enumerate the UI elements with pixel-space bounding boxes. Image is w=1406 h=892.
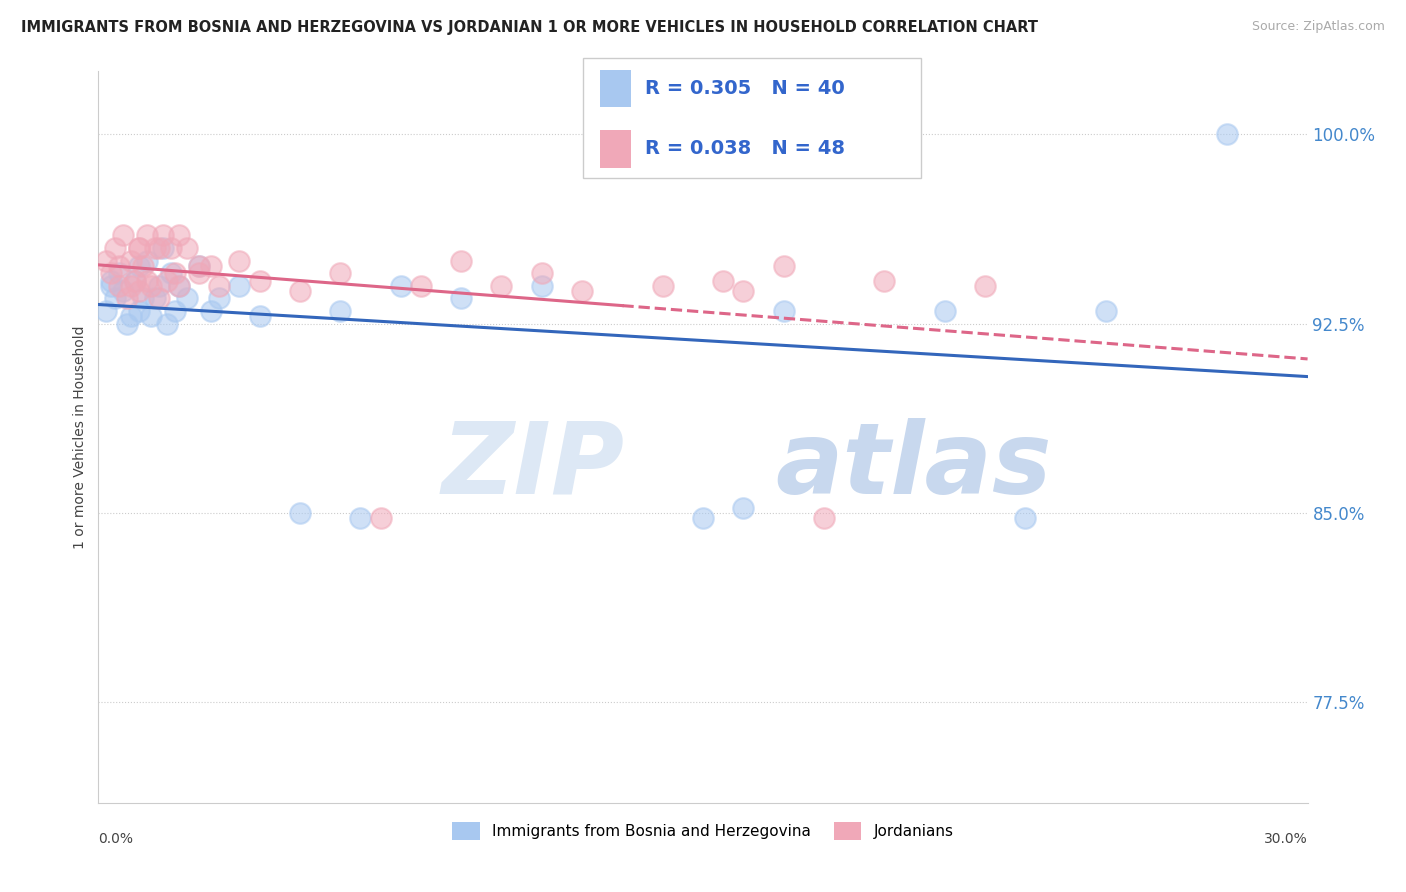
Point [128, 259, 150, 273]
Point [188, 259, 211, 273]
Point [772, 304, 794, 318]
Point [96, 253, 118, 268]
Point [208, 291, 231, 305]
Point [156, 317, 179, 331]
Point [152, 241, 174, 255]
Point [163, 304, 186, 318]
Point [160, 266, 183, 280]
Point [132, 291, 155, 305]
Point [1014, 510, 1036, 524]
Point [873, 274, 896, 288]
Text: R = 0.305   N = 40: R = 0.305 N = 40 [645, 78, 845, 98]
Point [200, 304, 222, 318]
Point [389, 278, 412, 293]
Point [167, 278, 190, 293]
Point [163, 266, 186, 280]
Legend: Immigrants from Bosnia and Herzegovina, Jordanians: Immigrants from Bosnia and Herzegovina, … [446, 815, 960, 847]
Point [128, 241, 150, 255]
Point [148, 278, 170, 293]
Point [571, 284, 593, 298]
Point [329, 266, 352, 280]
Point [934, 304, 956, 318]
Point [160, 241, 183, 255]
Point [139, 278, 162, 293]
Point [188, 259, 211, 273]
Point [120, 278, 142, 293]
Point [692, 510, 714, 524]
Point [370, 510, 392, 524]
Point [115, 317, 138, 331]
Point [128, 304, 150, 318]
Point [813, 510, 835, 524]
Point [139, 309, 162, 323]
Point [135, 274, 157, 288]
Point [124, 274, 146, 288]
Point [349, 510, 371, 524]
Point [228, 253, 250, 268]
Point [491, 278, 513, 293]
Point [156, 274, 179, 288]
Point [100, 278, 122, 293]
Point [128, 241, 150, 255]
Point [115, 291, 138, 305]
Point [143, 241, 166, 255]
Point [148, 291, 170, 305]
Point [120, 309, 142, 323]
Text: ZIP: ZIP [441, 417, 624, 515]
Point [111, 284, 134, 298]
Point [188, 266, 211, 280]
Point [329, 304, 352, 318]
Text: Source: ZipAtlas.com: Source: ZipAtlas.com [1251, 20, 1385, 33]
Point [288, 284, 311, 298]
Text: IMMIGRANTS FROM BOSNIA AND HERZEGOVINA VS JORDANIAN 1 OR MORE VEHICLES IN HOUSEH: IMMIGRANTS FROM BOSNIA AND HERZEGOVINA V… [21, 20, 1038, 35]
Point [100, 274, 122, 288]
Point [176, 291, 198, 305]
Point [772, 259, 794, 273]
Point [249, 274, 271, 288]
Point [103, 291, 125, 305]
Point [409, 278, 432, 293]
Point [733, 500, 755, 515]
Point [450, 253, 472, 268]
Text: R = 0.038   N = 48: R = 0.038 N = 48 [645, 139, 845, 159]
Text: 0.0%: 0.0% [98, 832, 134, 846]
Point [200, 259, 222, 273]
Point [111, 228, 134, 243]
Point [288, 506, 311, 520]
Point [1095, 304, 1118, 318]
Point [107, 266, 129, 280]
Point [651, 278, 673, 293]
Point [96, 304, 118, 318]
Point [530, 266, 553, 280]
Point [249, 309, 271, 323]
Point [208, 278, 231, 293]
Point [132, 259, 155, 273]
Point [711, 274, 734, 288]
Point [143, 291, 166, 305]
Text: 30.0%: 30.0% [1264, 832, 1308, 846]
Point [1216, 128, 1239, 142]
Point [530, 278, 553, 293]
Point [148, 241, 170, 255]
Point [176, 241, 198, 255]
Point [974, 278, 997, 293]
Point [103, 241, 125, 255]
Point [135, 228, 157, 243]
Point [100, 266, 122, 280]
Point [167, 278, 190, 293]
Point [152, 228, 174, 243]
Point [124, 274, 146, 288]
Point [733, 284, 755, 298]
Point [107, 259, 129, 273]
Text: atlas: atlas [776, 417, 1052, 515]
Point [135, 253, 157, 268]
Point [128, 284, 150, 298]
Point [167, 228, 190, 243]
Point [450, 291, 472, 305]
Point [107, 278, 129, 293]
Y-axis label: 1 or more Vehicles in Household: 1 or more Vehicles in Household [73, 326, 87, 549]
Point [120, 253, 142, 268]
Point [228, 278, 250, 293]
